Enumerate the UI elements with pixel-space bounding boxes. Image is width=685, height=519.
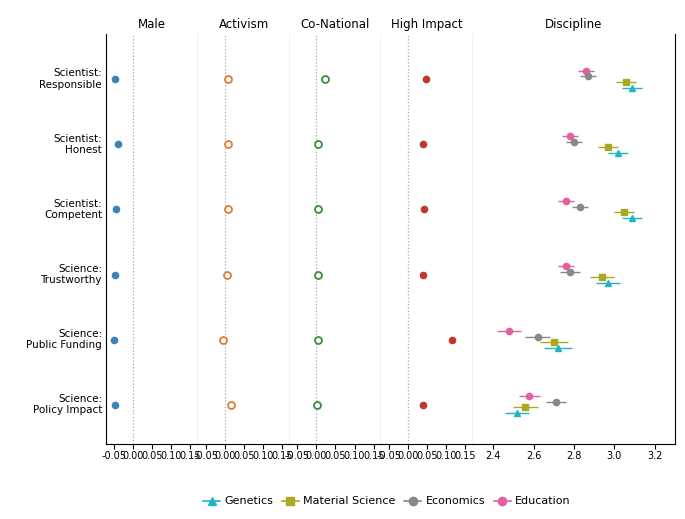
Title: Activism: Activism xyxy=(219,18,269,31)
Legend: Genetics, Material Science, Economics, Education: Genetics, Material Science, Economics, E… xyxy=(199,492,575,511)
Title: Male: Male xyxy=(138,18,166,31)
Title: Co-National: Co-National xyxy=(301,18,370,31)
Title: High Impact: High Impact xyxy=(391,18,463,31)
Title: Discipline: Discipline xyxy=(545,18,603,31)
